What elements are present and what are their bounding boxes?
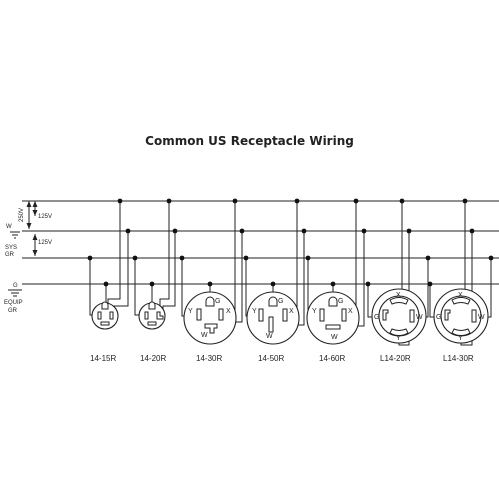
caption-14-60r: 14-60R (319, 354, 345, 363)
terminal-l14-20r-w: W (416, 314, 423, 321)
receptacle-14-15r (87, 198, 131, 330)
caption-14-20r: 14-20R (140, 354, 166, 363)
terminal-14-60r-g: G (338, 298, 343, 305)
caption-l14-20r: L14-20R (380, 354, 411, 363)
terminal-l14-30r-y: Y (458, 335, 463, 342)
terminal-l14-30r-g: G (436, 314, 441, 321)
terminal-14-30r-y: Y (188, 308, 193, 315)
terminal-l14-30r-x: X (458, 292, 463, 299)
terminal-14-60r-y: Y (312, 308, 317, 315)
receptacle-l14-30r: X G W Y (427, 198, 494, 346)
terminal-14-30r-x: X (226, 308, 231, 315)
label-250v: 250V (19, 208, 25, 222)
label-125v-top: 125V (38, 214, 52, 220)
voltage-legend (8, 201, 38, 297)
caption-l14-30r: L14-30R (443, 354, 474, 363)
terminal-14-30r-w: W (201, 332, 208, 339)
receptacle-l14-20r: X G W Y (365, 198, 431, 346)
terminal-l14-20r-x: X (396, 292, 401, 299)
terminal-14-60r-w: W (331, 334, 338, 341)
diagram-title: Common US Receptacle Wiring (145, 134, 354, 148)
terminal-14-50r-w: W (266, 333, 273, 340)
terminal-14-30r-g: G (215, 298, 220, 305)
caption-14-15r: 14-15R (90, 354, 116, 363)
terminal-14-50r-y: Y (252, 308, 257, 315)
receptacle-14-30r: G Y X W (179, 198, 245, 345)
label-sys: SYS (5, 245, 17, 251)
terminal-14-50r-g: G (278, 298, 283, 305)
label-gr-sys: GR (5, 252, 15, 258)
terminal-l14-20r-g: G (374, 314, 379, 321)
terminal-14-50r-x: X (289, 308, 294, 315)
terminal-l14-20r-y: Y (396, 335, 401, 342)
label-equip: EQUIP (4, 300, 23, 306)
receptacle-14-20r (132, 198, 178, 330)
label-gr-equip: GR (8, 308, 18, 314)
label-w: W (6, 224, 12, 230)
label-125v-mid: 125V (38, 240, 52, 246)
receptacle-14-50r: G Y X W (243, 198, 307, 345)
label-g: G (13, 283, 18, 289)
receptacle-14-60r: G Y X W (305, 198, 367, 345)
terminal-14-60r-x: X (348, 308, 353, 315)
caption-14-30r: 14-30R (196, 354, 222, 363)
terminal-l14-30r-w: W (478, 314, 485, 321)
caption-14-50r: 14-50R (258, 354, 284, 363)
